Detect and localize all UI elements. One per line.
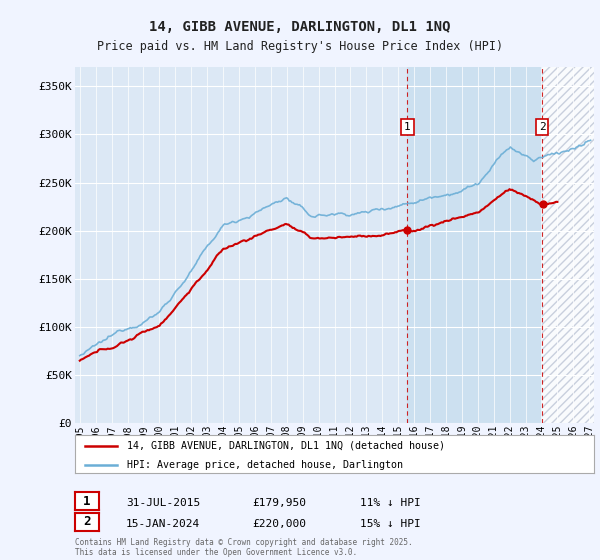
Text: 14, GIBB AVENUE, DARLINGTON, DL1 1NQ: 14, GIBB AVENUE, DARLINGTON, DL1 1NQ	[149, 20, 451, 34]
Text: 15-JAN-2024: 15-JAN-2024	[126, 519, 200, 529]
Text: 1: 1	[404, 122, 411, 132]
Bar	[407, 67, 542, 423]
Text: Contains HM Land Registry data © Crown copyright and database right 2025.
This d: Contains HM Land Registry data © Crown c…	[75, 538, 413, 557]
Text: 15% ↓ HPI: 15% ↓ HPI	[360, 519, 421, 529]
Text: 2: 2	[539, 122, 545, 132]
Text: £220,000: £220,000	[252, 519, 306, 529]
Text: 11% ↓ HPI: 11% ↓ HPI	[360, 498, 421, 508]
Text: 31-JUL-2015: 31-JUL-2015	[126, 498, 200, 508]
Text: 1: 1	[83, 494, 91, 508]
Text: HPI: Average price, detached house, Darlington: HPI: Average price, detached house, Darl…	[127, 460, 403, 470]
Polygon shape	[542, 67, 594, 423]
Text: 14, GIBB AVENUE, DARLINGTON, DL1 1NQ (detached house): 14, GIBB AVENUE, DARLINGTON, DL1 1NQ (de…	[127, 441, 445, 451]
Text: Price paid vs. HM Land Registry's House Price Index (HPI): Price paid vs. HM Land Registry's House …	[97, 40, 503, 53]
Text: £179,950: £179,950	[252, 498, 306, 508]
Text: 2: 2	[83, 515, 91, 529]
